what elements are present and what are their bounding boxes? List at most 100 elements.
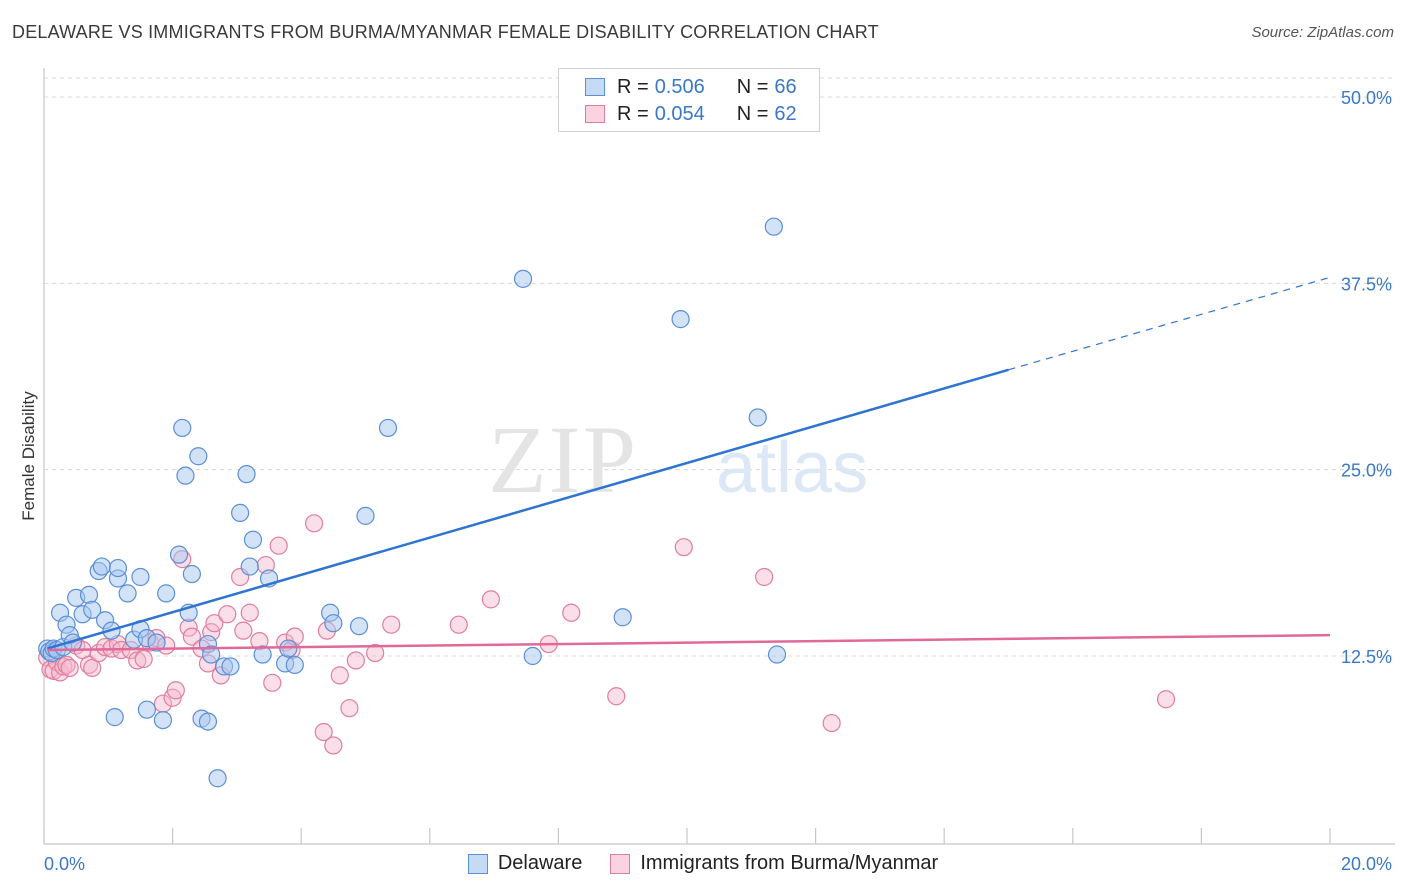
axes xyxy=(43,68,1395,845)
immigrants-point xyxy=(240,603,259,622)
legend-row-immigrants: R = 0.054 N = 62 xyxy=(585,100,797,128)
immigrants-point xyxy=(449,615,468,634)
x-tick-label: 0.0% xyxy=(44,854,85,874)
tick-labels: 12.5% 25.0% 37.5% 50.0% 0.0% 20.0% xyxy=(44,88,1392,874)
legend-row-delaware: R = 0.506 N = 66 xyxy=(585,73,797,101)
delaware-point xyxy=(105,708,124,727)
legend-r-label: R = xyxy=(617,75,649,98)
delaware-point xyxy=(131,567,150,587)
delaware-point xyxy=(240,557,259,576)
immigrants-point xyxy=(674,538,693,557)
delaware-point xyxy=(767,645,787,664)
y-tick-label: 25.0% xyxy=(1341,461,1392,481)
immigrants-point xyxy=(366,643,385,663)
delaware-point xyxy=(237,465,256,484)
series-swatch-delaware xyxy=(467,853,488,874)
legend-n-value: 66 xyxy=(774,75,797,98)
delaware-point xyxy=(221,657,240,676)
delaware-point xyxy=(92,557,111,576)
delaware-point xyxy=(79,585,99,604)
delaware-point xyxy=(173,418,192,438)
delaware-point xyxy=(176,466,195,485)
immigrants-point xyxy=(166,681,185,700)
legend-n-label: N = xyxy=(736,102,769,125)
immigrants-point xyxy=(128,651,147,670)
legend-r-label: R = xyxy=(617,102,649,125)
legend-r-value: 0.054 xyxy=(654,102,705,125)
delaware-point xyxy=(356,506,375,525)
delaware-trend-line xyxy=(46,368,1009,650)
immigrants-point xyxy=(57,655,76,675)
immigrants-point xyxy=(562,603,581,622)
trend-lines xyxy=(46,276,1331,652)
delaware-point xyxy=(189,447,208,466)
series-legend: Delaware Immigrants from Burma/Myanmar xyxy=(0,852,1406,875)
legend-n-label: N = xyxy=(736,75,769,98)
delaware-point xyxy=(198,712,218,731)
series-legend-immigrants: Immigrants from Burma/Myanmar xyxy=(610,852,938,875)
delaware-point xyxy=(231,503,250,522)
legend-swatch-immigrants xyxy=(585,105,605,123)
delaware-point xyxy=(137,700,156,719)
legend: R = 0.506 N = 66 R = 0.054 N = 62 xyxy=(558,68,820,132)
delaware-trend-extension xyxy=(1008,276,1331,371)
immigrants-point xyxy=(330,666,349,685)
delaware-point xyxy=(324,614,343,633)
immigrants-point xyxy=(263,673,282,692)
immigrants-point xyxy=(218,605,237,624)
immigrants-point xyxy=(134,649,153,669)
delaware-point xyxy=(513,269,533,288)
delaware-point xyxy=(253,645,272,664)
immigrants-point xyxy=(755,567,774,587)
immigrants-point xyxy=(340,699,359,718)
immigrants-point xyxy=(269,536,288,555)
chart-title: DELAWARE VS IMMIGRANTS FROM BURMA/MYANMA… xyxy=(12,22,879,42)
immigrants-point xyxy=(382,615,401,634)
delaware-point xyxy=(523,646,542,666)
y-tick-label: 37.5% xyxy=(1341,274,1392,294)
immigrants-point xyxy=(1156,690,1176,709)
series-legend-delaware: Delaware xyxy=(467,852,583,875)
y-axis-label: Female Disability xyxy=(19,391,38,521)
delaware-point xyxy=(118,584,137,603)
immigrants-point xyxy=(79,655,99,675)
immigrants-point xyxy=(481,590,500,609)
delaware-point xyxy=(671,310,690,329)
immigrants-point xyxy=(205,614,224,633)
source-label: Source: ZipAtlas.com xyxy=(1251,24,1394,41)
watermark-atlas: atlas xyxy=(716,428,868,508)
series-swatch-immigrants xyxy=(610,853,631,874)
delaware-points xyxy=(38,217,787,788)
series-name-delaware: Delaware xyxy=(497,852,583,874)
delaware-point xyxy=(748,408,767,427)
delaware-point xyxy=(108,558,128,578)
delaware-point xyxy=(613,608,632,627)
immigrants-point xyxy=(314,722,333,742)
delaware-point xyxy=(169,545,189,564)
delaware-point xyxy=(153,710,173,730)
delaware-point xyxy=(147,633,166,652)
delaware-point xyxy=(285,655,304,675)
delaware-point xyxy=(349,617,369,636)
y-tick-label: 50.0% xyxy=(1341,88,1392,108)
immigrants-point xyxy=(182,627,201,646)
delaware-point xyxy=(243,530,263,549)
legend-r-value: 0.506 xyxy=(654,75,705,98)
delaware-point xyxy=(182,564,201,584)
immigrants-point xyxy=(60,658,79,678)
legend-n-value: 62 xyxy=(774,102,797,125)
series-name-immigrants: Immigrants from Burma/Myanmar xyxy=(640,852,939,874)
y-tick-label: 12.5% xyxy=(1341,647,1392,667)
watermark: ZIP atlas xyxy=(488,406,868,513)
delaware-point xyxy=(83,600,102,619)
immigrants-point xyxy=(324,736,343,755)
immigrants-trend-line xyxy=(47,633,1331,652)
immigrants-point xyxy=(346,651,365,670)
delaware-point xyxy=(378,418,398,438)
delaware-point xyxy=(157,584,176,603)
delaware-point xyxy=(764,217,783,236)
legend-swatch-delaware xyxy=(585,78,605,96)
immigrants-point xyxy=(607,687,626,706)
immigrants-point xyxy=(822,713,841,733)
